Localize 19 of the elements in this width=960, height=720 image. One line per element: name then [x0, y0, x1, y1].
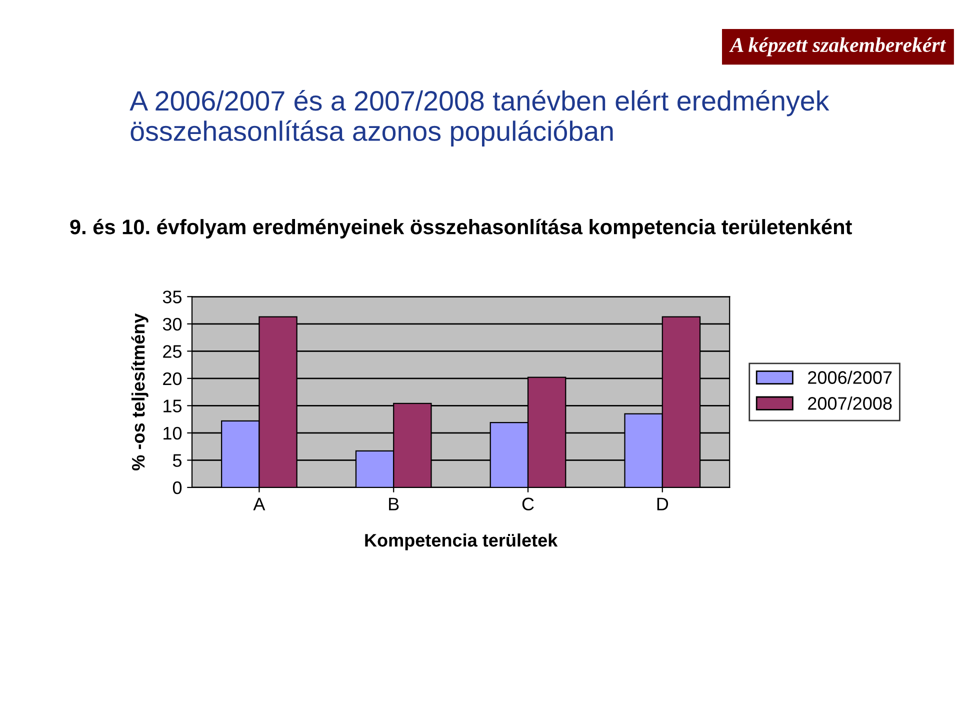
y-tick-label: 0 — [172, 481, 182, 494]
y-axis-title: % -os teljesítmény — [131, 313, 148, 470]
y-tick-label: 25 — [163, 345, 182, 358]
x-axis-title: Kompetencia területek — [365, 533, 558, 550]
y-tick-label: 15 — [164, 400, 182, 412]
y-tick-label: 10 — [164, 426, 182, 440]
x-tick-label: C — [522, 498, 534, 510]
y-tick-label: 35 — [162, 290, 182, 304]
y-tick-label: 5 — [172, 454, 182, 467]
x-tick-label: A — [253, 498, 266, 510]
legend-label: 2007/2008 — [808, 396, 892, 410]
legend-label: 2006/2007 — [808, 370, 892, 384]
chart-title: A 2006/2007 és a 2007/2008 tanévben elért eredmények összehasonlítása azonos populációban — [130, 90, 830, 147]
x-tick-label: B — [389, 498, 399, 510]
chart-subtitle: 9. és 10. évfolyam eredményeinek összehasonlítása kompetencia területenként — [70, 218, 852, 238]
y-tick-label: 30 — [162, 318, 182, 331]
x-tick-label: D — [657, 498, 668, 510]
text: A képzett szakemberekért — [729, 37, 946, 56]
y-tick-label: 20 — [163, 372, 182, 386]
